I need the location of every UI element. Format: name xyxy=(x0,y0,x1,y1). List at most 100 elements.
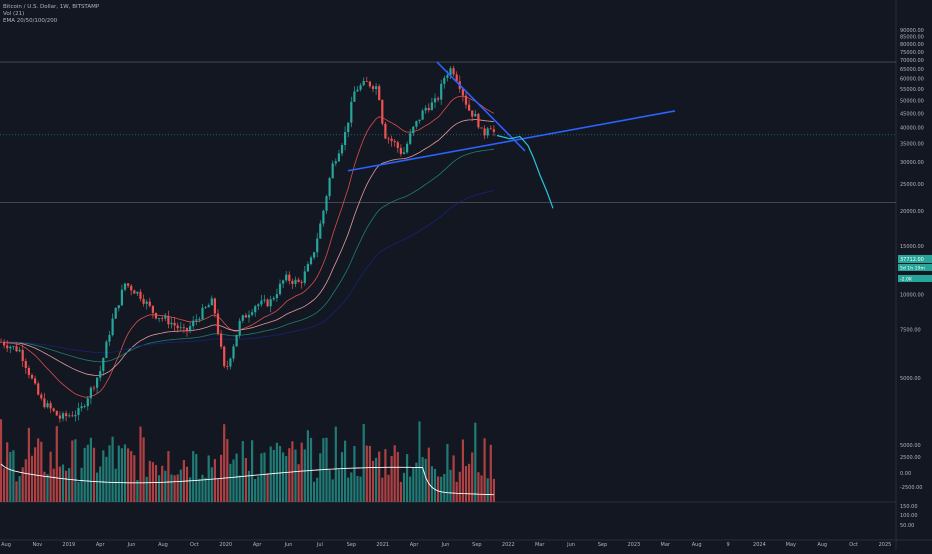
candle-body[interactable] xyxy=(40,394,43,399)
candle-body[interactable] xyxy=(309,257,313,265)
candle-body[interactable] xyxy=(223,346,226,367)
time-axis[interactable]: Aug Nov 2019 Apr Jun Aug Oct 2020 Apr Jun Jul Sep 20… xyxy=(1,542,891,548)
candle-body[interactable] xyxy=(9,346,12,349)
candle-body[interactable] xyxy=(6,345,9,349)
candle-body[interactable] xyxy=(288,274,291,281)
candle-body[interactable] xyxy=(269,299,272,307)
candle-body[interactable] xyxy=(142,298,145,304)
candle-body[interactable] xyxy=(244,315,247,318)
candle-body[interactable] xyxy=(204,307,207,308)
candle-body[interactable] xyxy=(58,415,61,419)
candle-body[interactable] xyxy=(238,320,241,335)
candle-body[interactable] xyxy=(347,122,350,133)
candle-body[interactable] xyxy=(446,75,449,78)
candle-body[interactable] xyxy=(353,91,356,102)
candle-body[interactable] xyxy=(486,128,489,136)
candle-body[interactable] xyxy=(55,410,58,416)
candle-body[interactable] xyxy=(117,305,120,309)
candle-body[interactable] xyxy=(111,318,114,336)
candle-body[interactable] xyxy=(337,153,340,162)
candle-body[interactable] xyxy=(437,98,440,100)
candle-body[interactable] xyxy=(145,301,148,304)
candle-body[interactable] xyxy=(27,367,30,375)
candle-body[interactable] xyxy=(272,298,275,300)
candle-body[interactable] xyxy=(213,298,216,314)
drawing-overlays[interactable] xyxy=(347,61,676,209)
candle-body[interactable] xyxy=(92,387,96,389)
candle-body[interactable] xyxy=(306,264,309,272)
candle-body[interactable] xyxy=(192,320,195,327)
candle-body[interactable] xyxy=(232,346,235,359)
candle-body[interactable] xyxy=(387,138,390,140)
candle-body[interactable] xyxy=(266,299,269,307)
candle-body[interactable] xyxy=(173,322,176,326)
candle-body[interactable] xyxy=(220,333,223,347)
candle-body[interactable] xyxy=(0,341,3,343)
candle-body[interactable] xyxy=(77,408,80,415)
candle-body[interactable] xyxy=(12,346,15,348)
candle-body[interactable] xyxy=(226,366,229,367)
candle-body[interactable] xyxy=(260,300,263,305)
candle-body[interactable] xyxy=(263,299,266,301)
candle-body[interactable] xyxy=(471,110,474,117)
candle-body[interactable] xyxy=(34,378,37,384)
candle-body[interactable] xyxy=(24,361,27,368)
candle-body[interactable] xyxy=(384,123,387,139)
candle-body[interactable] xyxy=(356,89,359,92)
candle-body[interactable] xyxy=(21,349,24,362)
candle-body[interactable] xyxy=(443,77,446,84)
candle-body[interactable] xyxy=(368,81,371,87)
candle-body[interactable] xyxy=(285,274,288,281)
candle-body[interactable] xyxy=(176,325,179,329)
candle-body[interactable] xyxy=(99,370,102,378)
candle-body[interactable] xyxy=(474,113,477,117)
candle-body[interactable] xyxy=(480,127,483,129)
candle-body[interactable] xyxy=(114,308,117,319)
candle-body[interactable] xyxy=(43,398,46,408)
descending-trendline[interactable] xyxy=(436,61,526,152)
candle-body[interactable] xyxy=(393,141,396,143)
candle-body[interactable] xyxy=(291,280,294,284)
candle-body[interactable] xyxy=(449,68,452,76)
candle-body[interactable] xyxy=(18,349,21,352)
candlesticks[interactable] xyxy=(0,65,495,423)
candle-body[interactable] xyxy=(365,80,368,82)
candle-body[interactable] xyxy=(294,279,297,284)
candle-body[interactable] xyxy=(133,290,136,294)
candle-body[interactable] xyxy=(185,327,189,331)
legend-symbol[interactable]: Bitcoin / U.S. Dollar, 1W, BITSTAMP xyxy=(3,4,100,10)
candle-body[interactable] xyxy=(375,86,378,90)
candle-body[interactable] xyxy=(340,144,344,154)
candle-body[interactable] xyxy=(282,280,285,284)
legend-volume[interactable]: Vol (21) xyxy=(3,11,24,17)
candle-body[interactable] xyxy=(378,86,381,101)
candle-body[interactable] xyxy=(71,415,74,417)
candle-body[interactable] xyxy=(164,316,167,319)
candle-body[interactable] xyxy=(433,98,437,103)
candle-body[interactable] xyxy=(74,414,77,417)
candle-body[interactable] xyxy=(46,403,49,408)
candle-body[interactable] xyxy=(278,283,282,295)
candle-body[interactable] xyxy=(30,374,34,379)
candle-body[interactable] xyxy=(455,74,458,82)
candle-body[interactable] xyxy=(325,196,328,211)
legend-ema[interactable]: EMA 20/50/100/200 xyxy=(3,18,58,24)
candle-body[interactable] xyxy=(127,283,130,286)
candle-body[interactable] xyxy=(371,86,375,90)
candle-body[interactable] xyxy=(461,88,464,96)
candle-body[interactable] xyxy=(167,316,170,325)
candle-body[interactable] xyxy=(170,322,173,325)
candle-body[interactable] xyxy=(415,121,418,127)
candle-body[interactable] xyxy=(210,298,213,306)
candle-body[interactable] xyxy=(319,223,322,239)
candle-body[interactable] xyxy=(464,95,468,105)
candle-body[interactable] xyxy=(105,341,108,359)
candle-body[interactable] xyxy=(297,279,300,282)
candle-body[interactable] xyxy=(52,408,55,411)
candle-body[interactable] xyxy=(120,289,123,306)
candle-body[interactable] xyxy=(161,318,164,319)
candle-body[interactable] xyxy=(139,291,142,299)
